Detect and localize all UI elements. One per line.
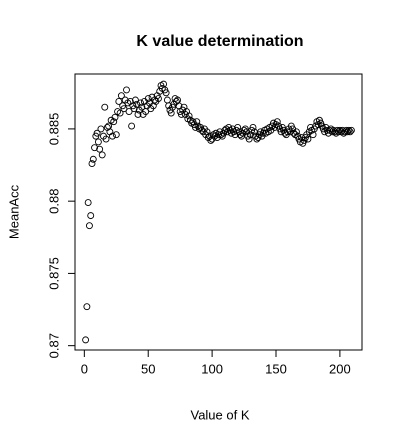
point <box>97 125 105 133</box>
x-axis-label: Value of K <box>190 407 249 422</box>
point <box>163 96 171 104</box>
point <box>87 212 95 220</box>
point <box>125 108 133 116</box>
point <box>120 105 128 113</box>
point <box>345 126 353 134</box>
point <box>96 145 104 153</box>
point <box>193 118 201 126</box>
point <box>342 126 350 134</box>
point <box>82 336 90 344</box>
point <box>304 135 312 143</box>
point <box>89 155 97 163</box>
point <box>138 103 146 111</box>
point <box>116 109 124 117</box>
point <box>84 199 92 207</box>
point <box>249 124 257 131</box>
y-tick-label: 0.875 <box>46 257 61 290</box>
point <box>88 160 96 168</box>
x-tick-label: 150 <box>265 361 287 376</box>
point <box>134 111 142 118</box>
point <box>162 89 170 97</box>
chart-title: K value determination <box>136 33 303 50</box>
x-tick-label: 100 <box>201 361 223 376</box>
point <box>91 144 99 152</box>
plot-frame <box>74 73 363 351</box>
point <box>131 96 139 104</box>
point <box>83 303 91 311</box>
point <box>111 113 119 121</box>
point <box>165 102 173 110</box>
point <box>207 137 215 144</box>
point <box>115 98 123 105</box>
point <box>234 124 242 131</box>
x-tick-label: 0 <box>81 361 88 376</box>
y-tick-label: 0.87 <box>46 333 61 358</box>
point <box>137 99 145 107</box>
point <box>112 131 120 139</box>
point <box>85 222 93 230</box>
point <box>273 118 281 126</box>
point <box>117 92 125 100</box>
point <box>133 100 141 108</box>
y-tick-label: 0.88 <box>46 189 61 214</box>
point <box>108 132 116 140</box>
point <box>101 103 109 111</box>
point <box>346 128 354 136</box>
point <box>123 86 130 94</box>
point <box>341 128 349 136</box>
point <box>144 95 152 103</box>
y-axis-label: MeanAcc <box>6 184 21 239</box>
point <box>154 95 162 103</box>
point <box>98 151 106 159</box>
point <box>110 118 118 126</box>
point <box>94 138 102 146</box>
y-tick-label: 0.885 <box>46 113 61 146</box>
point <box>128 122 136 130</box>
point <box>105 122 113 130</box>
point <box>177 111 185 118</box>
point <box>93 129 101 137</box>
x-tick-label: 200 <box>329 361 351 376</box>
point <box>344 128 352 136</box>
point <box>102 135 110 143</box>
point <box>333 126 341 134</box>
point <box>347 126 355 134</box>
point <box>292 128 300 136</box>
point <box>245 135 253 143</box>
point <box>185 112 193 120</box>
x-tick-label: 50 <box>141 361 155 376</box>
